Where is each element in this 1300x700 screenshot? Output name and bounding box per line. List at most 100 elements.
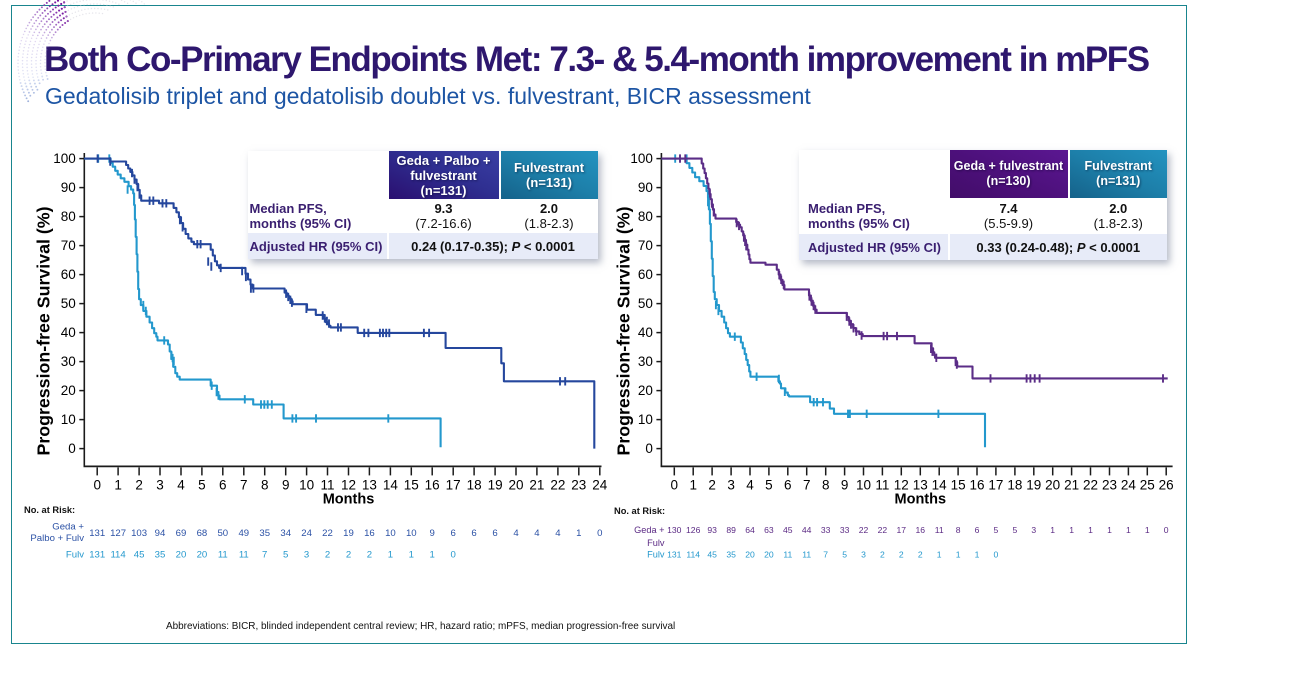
svg-text:2: 2 [325, 550, 330, 561]
svg-text:22: 22 [859, 525, 869, 535]
svg-text:16: 16 [969, 478, 984, 493]
svg-text:44: 44 [802, 525, 812, 535]
svg-text:0: 0 [68, 441, 76, 456]
svg-text:7: 7 [823, 550, 828, 560]
svg-text:11: 11 [239, 550, 249, 561]
svg-text:11: 11 [802, 550, 811, 560]
svg-text:Months: Months [323, 492, 375, 508]
svg-text:1: 1 [409, 550, 414, 561]
svg-text:7: 7 [262, 550, 267, 561]
svg-text:24: 24 [592, 478, 608, 493]
svg-text:Progression-free Survival (%): Progression-free Survival (%) [34, 206, 54, 455]
svg-text:1: 1 [1126, 525, 1131, 535]
svg-text:114: 114 [686, 550, 700, 560]
svg-text:6: 6 [471, 528, 476, 539]
svg-text:7: 7 [803, 478, 811, 493]
svg-text:22: 22 [1083, 478, 1098, 493]
svg-text:2: 2 [918, 550, 923, 560]
svg-text:1: 1 [937, 550, 942, 560]
svg-text:22: 22 [550, 478, 565, 493]
svg-text:40: 40 [61, 325, 76, 340]
svg-text:63: 63 [764, 525, 774, 535]
svg-text:0: 0 [1164, 525, 1169, 535]
svg-text:49: 49 [238, 528, 249, 539]
svg-text:20: 20 [61, 383, 76, 398]
svg-text:34: 34 [280, 528, 291, 539]
svg-text:19: 19 [488, 478, 503, 493]
svg-text:2: 2 [899, 550, 904, 560]
svg-text:126: 126 [686, 525, 701, 535]
svg-text:20: 20 [1045, 478, 1060, 493]
svg-text:21: 21 [529, 478, 544, 493]
svg-text:2: 2 [880, 550, 885, 560]
svg-text:131: 131 [667, 550, 682, 560]
svg-text:Palbo + Fulv: Palbo + Fulv [30, 533, 84, 544]
svg-text:25: 25 [1140, 478, 1155, 493]
svg-text:114: 114 [110, 550, 126, 561]
svg-text:17: 17 [988, 478, 1003, 493]
svg-text:50: 50 [638, 296, 653, 311]
svg-text:0: 0 [597, 528, 602, 539]
svg-text:11: 11 [935, 525, 944, 535]
svg-text:0: 0 [994, 550, 999, 560]
svg-text:30: 30 [638, 354, 653, 369]
svg-text:8: 8 [261, 478, 269, 493]
svg-text:10: 10 [638, 412, 653, 427]
svg-text:20: 20 [197, 550, 208, 561]
svg-text:No. at Risk:: No. at Risk: [614, 506, 665, 516]
svg-text:100: 100 [630, 151, 653, 166]
svg-text:10: 10 [856, 478, 871, 493]
svg-text:4: 4 [534, 528, 540, 539]
svg-text:17: 17 [446, 478, 461, 493]
svg-text:11: 11 [783, 550, 792, 560]
svg-text:4: 4 [513, 528, 519, 539]
svg-text:3: 3 [156, 478, 164, 493]
svg-text:35: 35 [155, 550, 166, 561]
svg-text:1: 1 [1145, 525, 1150, 535]
svg-text:10: 10 [299, 478, 314, 493]
svg-text:69: 69 [176, 528, 187, 539]
svg-text:5: 5 [994, 525, 999, 535]
svg-text:1: 1 [576, 528, 581, 539]
svg-text:0: 0 [645, 441, 653, 456]
svg-text:1: 1 [114, 478, 122, 493]
svg-text:0: 0 [671, 478, 679, 493]
svg-text:2: 2 [135, 478, 143, 493]
svg-text:10: 10 [385, 528, 396, 539]
svg-text:10: 10 [61, 412, 76, 427]
svg-text:22: 22 [322, 528, 333, 539]
svg-text:60: 60 [638, 267, 653, 282]
svg-text:35: 35 [259, 528, 270, 539]
svg-text:7: 7 [240, 478, 248, 493]
svg-text:23: 23 [571, 478, 586, 493]
svg-text:Fulv: Fulv [647, 550, 665, 560]
svg-text:16: 16 [425, 478, 440, 493]
svg-text:Fulv: Fulv [647, 538, 665, 548]
svg-text:131: 131 [89, 550, 105, 561]
svg-text:33: 33 [840, 525, 850, 535]
svg-text:26: 26 [1159, 478, 1174, 493]
svg-text:30: 30 [61, 354, 76, 369]
svg-text:5: 5 [1013, 525, 1018, 535]
svg-text:20: 20 [745, 550, 755, 560]
svg-text:16: 16 [916, 525, 926, 535]
svg-text:8: 8 [956, 525, 961, 535]
svg-text:3: 3 [861, 550, 866, 560]
svg-text:6: 6 [784, 478, 792, 493]
svg-text:80: 80 [638, 209, 653, 224]
svg-text:103: 103 [131, 528, 147, 539]
svg-text:20: 20 [764, 550, 774, 560]
svg-text:Fulv: Fulv [66, 550, 84, 561]
svg-text:3: 3 [727, 478, 735, 493]
svg-text:6: 6 [451, 528, 456, 539]
svg-text:19: 19 [343, 528, 354, 539]
svg-text:15: 15 [951, 478, 966, 493]
svg-text:50: 50 [217, 528, 228, 539]
svg-text:33: 33 [821, 525, 831, 535]
svg-text:0: 0 [451, 550, 456, 561]
svg-text:60: 60 [61, 267, 76, 282]
svg-text:14: 14 [932, 478, 948, 493]
svg-text:23: 23 [1102, 478, 1117, 493]
svg-text:89: 89 [726, 525, 736, 535]
svg-text:1: 1 [975, 550, 980, 560]
